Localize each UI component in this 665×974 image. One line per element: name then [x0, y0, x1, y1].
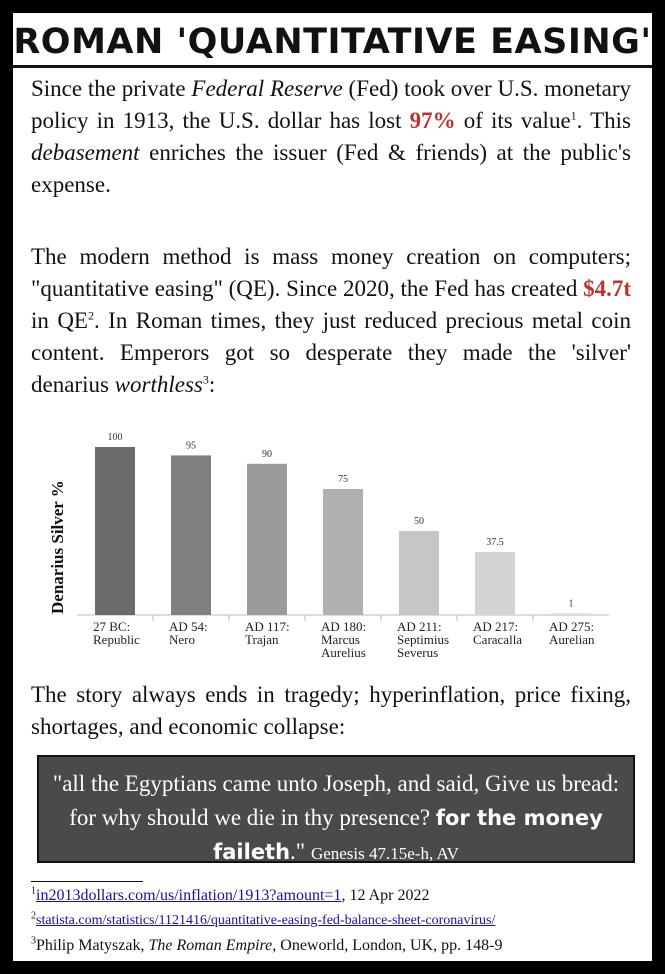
text: . In Roman times, they just reduced prec… [31, 308, 631, 397]
x-tick-label: AD 217: [473, 619, 518, 634]
x-tick-label: Severus [397, 645, 438, 660]
footnote-number: 1 [31, 885, 36, 897]
x-tick-label: Caracalla [473, 632, 522, 647]
text: The modern method is mass money creation… [31, 244, 631, 301]
worthless-italic: worthless [114, 372, 203, 397]
footnote-ref-1: 1 [570, 108, 577, 123]
debasement-italic: debasement [31, 140, 140, 165]
qe-amount: $4.7t [583, 276, 632, 301]
page-title: ROMAN 'QUANTITATIVE EASING' [13, 19, 652, 68]
footnote-ref-2: 2 [87, 308, 94, 323]
x-tick-label: Nero [169, 632, 195, 647]
footnote-3: 3Philip Matyszak, The Roman Empire, Onew… [31, 935, 503, 955]
footnote-number: 2 [31, 910, 36, 922]
bar-value-label: 37.5 [486, 537, 504, 548]
x-tick-label: Trajan [245, 632, 279, 647]
bar [171, 455, 211, 615]
quote-reference: Genesis 47.15e-h, AV [310, 844, 459, 863]
footnote-link-2[interactable]: statista.com/statistics/1121416/quantita… [36, 913, 496, 928]
x-tick-label: Republic [93, 632, 140, 647]
text: of its value [455, 108, 571, 133]
text: in QE [31, 308, 88, 333]
tragedy-paragraph: The story always ends in tragedy; hyperi… [31, 682, 631, 739]
loss-percent: 97% [409, 108, 456, 133]
text: Philip Matyszak, [36, 937, 149, 954]
bar [247, 463, 287, 615]
federal-reserve-italic: Federal Reserve [191, 76, 343, 101]
bar-value-label: 1 [569, 598, 574, 609]
text: enriches the issuer (Fed & friends) at t… [31, 140, 631, 197]
footnote-date: , 12 Apr 2022 [341, 887, 430, 904]
bar [95, 447, 135, 615]
footnote-divider [31, 881, 143, 882]
y-axis-label: Denarius Silver % [48, 480, 67, 614]
x-tick-label: Marcus [321, 632, 360, 647]
footnote-1: 1in2013dollars.com/us/inflation/1913?amo… [31, 885, 430, 905]
bar [399, 531, 439, 615]
x-tick-label: AD 211: [397, 619, 442, 634]
footnote-ref-3: 3 [202, 372, 209, 387]
x-tick-label: AD 54: [169, 619, 208, 634]
denarius-silver-chart: Denarius Silver % 100 27 BC:Republic 95 AD … [48, 432, 609, 660]
qe-paragraph: The modern method is mass money creation… [31, 241, 631, 401]
footnote-number: 3 [31, 935, 36, 947]
bar [551, 613, 591, 615]
footnote-link-1[interactable]: in2013dollars.com/us/inflation/1913?amou… [36, 887, 342, 904]
intro-paragraph: Since the private Federal Reserve (Fed) … [31, 73, 631, 201]
quote-end: ." [290, 839, 311, 864]
book-title: The Roman Empire [148, 937, 273, 954]
text: (Fed) took over U.S. monetary policy in … [31, 76, 631, 133]
bar-value-label: 75 [338, 474, 348, 485]
genesis-quote-box: "all the Egyptians came unto Joseph, and… [37, 755, 635, 864]
poster-card: ROMAN 'QUANTITATIVE EASING' Since the pr… [13, 13, 652, 961]
x-tick-label: Septimius [397, 632, 449, 647]
x-tick-label: AD 117: [245, 619, 290, 634]
bar [323, 489, 363, 615]
text: , Oneworld, London, UK, pp. 148-9 [272, 937, 503, 954]
bar-value-label: 90 [262, 449, 272, 460]
bar-value-label: 95 [186, 440, 196, 451]
bar [475, 552, 515, 615]
x-tick-label: 27 BC: [93, 619, 130, 634]
bar-value-label: 100 [108, 432, 123, 443]
text: : [208, 372, 216, 397]
quote-bold: for the money faileth [213, 806, 603, 864]
x-tick-label: Aurelius [321, 645, 366, 660]
footnote-2: 2statista.com/statistics/1121416/quantit… [31, 910, 496, 929]
text: . This [576, 108, 631, 133]
quote-text: "all the Egyptians came unto Joseph, and… [52, 771, 620, 830]
x-tick-label: AD 180: [321, 619, 366, 634]
x-tick-label: Aurelian [549, 632, 595, 647]
x-tick-label: AD 275: [549, 619, 594, 634]
bar-value-label: 50 [414, 516, 424, 527]
text: Since the private [31, 76, 192, 101]
